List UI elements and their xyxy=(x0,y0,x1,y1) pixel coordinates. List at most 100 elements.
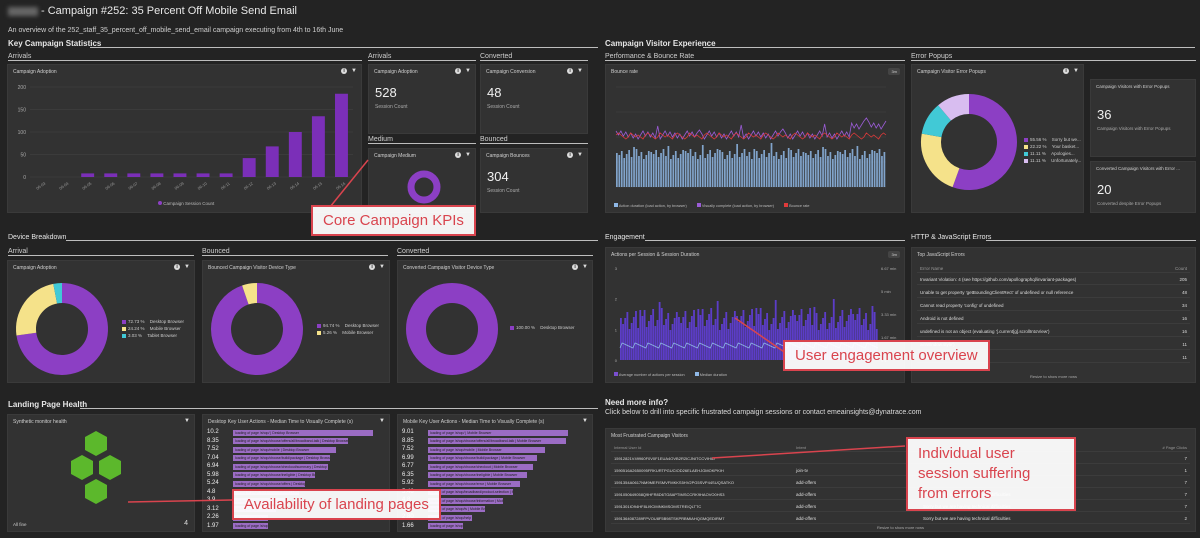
timeframe-badge[interactable]: 3m xyxy=(888,251,900,258)
page-title: - Campaign #252: 35 Percent Off Mobile S… xyxy=(8,5,297,17)
list-item[interactable]: 5.92 loading of page /shop/choose/error |… xyxy=(402,480,588,487)
info-icon[interactable]: i xyxy=(567,152,574,158)
filter-icon[interactable]: ▼ xyxy=(465,68,471,74)
kpi-medium-tile[interactable]: Campaign Medium i ▼ xyxy=(368,148,476,213)
synthetic-monitor-tile[interactable]: Synthetic monitor health ▼ All fine 4 xyxy=(7,414,195,532)
table-row[interactable]: 1590516A2650095FRKURTPGUCIOD26ELAEHJGMOK… xyxy=(611,465,1190,476)
info-icon[interactable]: i xyxy=(369,264,376,270)
table-row[interactable]: Invariant Violation: 4 (see https://gith… xyxy=(917,274,1190,285)
table-row[interactable]: undefined is not an object (evaluating '… xyxy=(917,326,1190,337)
bar xyxy=(679,154,682,187)
engagement-tile[interactable]: Actions per Session & Session Duration 3… xyxy=(605,247,905,383)
info-icon[interactable]: i xyxy=(572,264,579,270)
table-row[interactable]: 15912821V49960F0V0F1EUA4OVB2R2ICJNITCCVI… xyxy=(611,453,1190,464)
bar xyxy=(830,317,833,360)
bar xyxy=(654,326,657,360)
bounce-rate-tile[interactable]: Bounce rate 3m Action duration (load act… xyxy=(605,64,905,213)
bar xyxy=(740,316,743,360)
bar xyxy=(832,159,834,187)
bar xyxy=(660,153,662,187)
list-item[interactable]: 7.52 loading of page /shop/mobile | Mobil… xyxy=(402,446,588,453)
info-icon[interactable]: i xyxy=(455,68,462,74)
info-icon[interactable]: i xyxy=(341,68,348,74)
filter-icon[interactable]: ▼ xyxy=(577,68,583,74)
device-converted-tile[interactable]: Converted Campaign Visitor Device Type i… xyxy=(397,260,593,383)
bar xyxy=(807,314,809,360)
filter-icon[interactable]: ▼ xyxy=(379,418,385,424)
device-bounced-tile[interactable]: Bounced Campaign Visitor Device Type i ▼ … xyxy=(202,260,390,383)
page-subtitle: An overview of the 252_staff_35_percent_… xyxy=(8,27,344,34)
filter-icon[interactable]: ▼ xyxy=(184,418,190,424)
list-item[interactable]: 5.24 loading of page /shop/choose/offers … xyxy=(207,480,305,487)
bar xyxy=(768,153,770,187)
filter-icon[interactable]: ▼ xyxy=(1073,68,1079,74)
filter-icon[interactable]: ▼ xyxy=(465,152,471,158)
bar xyxy=(689,149,692,187)
bar xyxy=(673,318,676,360)
filter-icon[interactable]: ▼ xyxy=(577,152,583,158)
info-icon[interactable]: i xyxy=(1063,68,1070,74)
bar xyxy=(759,308,762,360)
table-row[interactable]: 1591364087289FPVOU8F5B98TSKPRBMIAHQGMQED… xyxy=(611,513,1190,524)
table-row[interactable]: Cannot read property 'config' of undefin… xyxy=(917,300,1190,311)
donut-slice xyxy=(242,283,258,305)
bar xyxy=(773,156,775,187)
bar xyxy=(757,314,760,360)
bar xyxy=(667,146,670,187)
list-item[interactable]: 8.85 loading of page /shop/choose/offers/… xyxy=(402,438,588,445)
list-item[interactable]: 9.01 loading of page /shop/ | Mobile Brow… xyxy=(402,429,588,436)
list-item[interactable]: 8.35 loading of page /shop/choose/offers/… xyxy=(207,437,348,444)
bar xyxy=(743,149,746,187)
bar xyxy=(669,330,672,360)
bar xyxy=(858,308,861,360)
timeframe-badge[interactable]: 3m xyxy=(888,68,900,75)
info-icon[interactable]: i xyxy=(455,152,462,158)
list-item[interactable]: 7.52 loading of page /shop/mobile | Deskt… xyxy=(207,446,385,453)
callout-landing: Availability of landing pages xyxy=(232,489,441,520)
list-item[interactable]: 10.2 loading of page /shop/ | Desktop Bro… xyxy=(207,429,385,436)
bar xyxy=(733,311,736,360)
list-item[interactable]: 6.94 loading of page /shop/choose/checkou… xyxy=(207,463,329,470)
frustrated-visitors-tile[interactable]: Most Frustrated Campaign Visitors Intern… xyxy=(605,428,1196,532)
filter-icon[interactable]: ▼ xyxy=(582,264,588,270)
filter-icon[interactable]: ▼ xyxy=(379,264,385,270)
bar xyxy=(785,158,788,187)
kpi-adoption-tile[interactable]: Campaign Adoption i ▼ 528 Session Count xyxy=(368,64,476,134)
filter-icon[interactable]: ▼ xyxy=(582,418,588,424)
bar xyxy=(714,153,716,187)
info-icon[interactable]: i xyxy=(567,68,574,74)
bar xyxy=(772,318,775,360)
show-more-rows[interactable]: Resize to show more rows xyxy=(877,525,924,530)
bar xyxy=(624,318,627,360)
filter-icon[interactable]: ▼ xyxy=(351,68,357,74)
device-adoption-donut xyxy=(16,283,108,375)
bar xyxy=(841,154,844,187)
kpi-bounces-tile[interactable]: Campaign Bounces i ▼ 304 Session Count xyxy=(480,148,588,213)
kpi-bounces-value: 304 xyxy=(487,169,509,184)
kpi-error-visitors-tile[interactable]: Campaign Visitors with Error Popups 36 C… xyxy=(1090,79,1196,157)
table-row[interactable]: 1591354A0617NM9MEFISMVFMKKS5HV2PG5SVP44S… xyxy=(611,477,1190,488)
bar xyxy=(846,157,849,187)
campaign-adoption-tile[interactable]: Campaign Adoption i ▼ 200 150 100 50 0 06-03 06… xyxy=(7,64,362,213)
list-item[interactable]: 7.04 loading of page /shop/choose/build/p… xyxy=(207,454,330,461)
list-item[interactable]: 6.99 loading of page /shop/choose/build/p… xyxy=(402,455,588,462)
bar xyxy=(620,318,622,360)
list-item[interactable]: 6.35 loading of page /shop/choose/ineligi… xyxy=(402,472,588,479)
filter-icon[interactable]: ▼ xyxy=(184,264,190,270)
kpi-conversion-tile[interactable]: Campaign Conversion i ▼ 48 Session Count xyxy=(480,64,588,134)
show-more-rows[interactable]: Resize to show more rows xyxy=(1030,374,1077,379)
list-item[interactable]: 5.98 loading of page /shop/choose/ineligi… xyxy=(207,471,316,478)
table-row[interactable]: Unable to get property 'getBoundingClien… xyxy=(917,287,1190,298)
table-row[interactable]: 1591301IO94HF8LI9CIMNKMSOMSTREIQLTTC add… xyxy=(611,501,1190,512)
table-row[interactable]: 1591050649058Q9HFR8D6TG8APTIMSCCRK9HAOVO… xyxy=(611,489,1190,500)
info-icon[interactable]: i xyxy=(174,264,181,270)
table-row[interactable]: Android is not defined 16 xyxy=(917,313,1190,324)
bar xyxy=(819,157,822,187)
device-adoption-tile[interactable]: Campaign Adoption i ▼ 72.73 % Desktop Bro… xyxy=(7,260,195,383)
bar xyxy=(647,321,650,360)
kpi-converted-errors-tile[interactable]: Converted Campaign Visitors with Error .… xyxy=(1090,161,1196,213)
list-item[interactable]: 6.77 loading of page /shop/choose/checkou… xyxy=(402,463,588,470)
error-popups-tile[interactable]: Campaign Visitor Error Popups i ▼ 55.56 %… xyxy=(911,64,1084,213)
